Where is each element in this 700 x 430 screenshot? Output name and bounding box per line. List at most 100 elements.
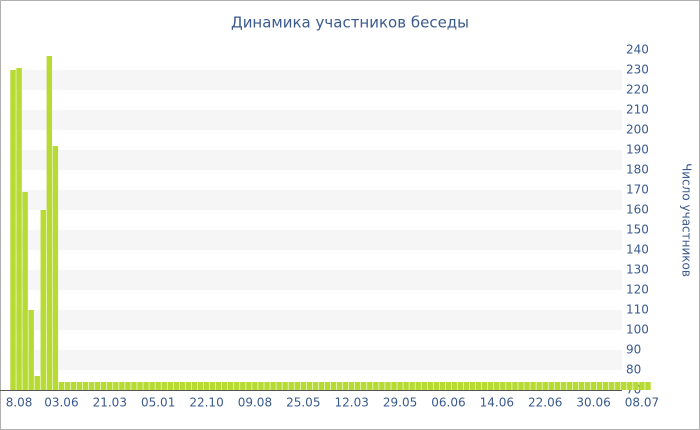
bar: [312, 382, 319, 390]
bar: [633, 382, 639, 390]
bar: [300, 382, 307, 390]
bar: [240, 382, 246, 390]
bar: [566, 382, 573, 390]
bar: [318, 382, 325, 390]
bar: [10, 70, 16, 390]
bar: [445, 382, 452, 390]
bar: [330, 382, 337, 390]
bar: [167, 382, 173, 390]
bar: [82, 382, 89, 390]
bar: [336, 382, 343, 390]
bar: [161, 382, 167, 390]
bar: [234, 382, 240, 390]
x-tick-label: 25.05: [286, 396, 320, 410]
bar: [385, 382, 391, 390]
bar: [433, 382, 440, 390]
bar: [590, 382, 597, 390]
bar: [342, 382, 349, 390]
bar: [548, 382, 554, 390]
x-tick-label: 29.05: [383, 396, 417, 410]
y-tick-label: 150: [626, 223, 649, 237]
bar: [481, 382, 488, 390]
bar: [209, 382, 216, 390]
y-tick-label: 190: [626, 143, 649, 157]
bar: [427, 382, 433, 390]
y-tick-label: 140: [626, 243, 649, 257]
x-tick-label: 14.06: [480, 396, 514, 410]
bar: [324, 382, 331, 390]
bar: [149, 382, 155, 390]
bar: [584, 382, 591, 390]
bar: [469, 382, 476, 390]
bar: [101, 382, 107, 390]
x-tick-label: 22.06: [528, 396, 562, 410]
bar: [506, 382, 512, 390]
bar: [137, 382, 143, 390]
grid-band: [10, 310, 622, 330]
bar: [58, 382, 65, 390]
bar: [155, 382, 161, 390]
bar: [627, 382, 633, 390]
bar: [264, 382, 270, 390]
bar: [475, 382, 482, 390]
y-tick-label: 110: [626, 303, 649, 317]
bar: [306, 382, 313, 390]
bar: [107, 382, 113, 390]
bar: [348, 382, 355, 390]
x-tick-label: 06.06: [431, 396, 465, 410]
bar: [439, 382, 446, 390]
bar: [282, 382, 288, 390]
bar: [191, 382, 198, 390]
bar: [645, 382, 651, 390]
bar: [554, 382, 560, 390]
bar: [22, 192, 28, 390]
x-tick-label: 05.01: [141, 396, 175, 410]
bar: [179, 382, 186, 390]
bar: [494, 382, 500, 390]
bar: [602, 382, 609, 390]
grid-band: [10, 350, 622, 370]
bar: [421, 382, 427, 390]
bar: [288, 382, 294, 390]
bar: [373, 382, 379, 390]
bar: [361, 382, 367, 390]
y-tick-label: 90: [626, 343, 641, 357]
bar: [40, 210, 46, 390]
chart-title: Динамика участников беседы: [231, 14, 469, 32]
bar: [500, 382, 506, 390]
bar: [215, 382, 222, 390]
bar: [512, 382, 518, 390]
bar: [457, 382, 464, 390]
bar: [143, 382, 149, 390]
y-tick-label: 240: [626, 43, 649, 57]
bar: [52, 146, 59, 390]
bar: [596, 382, 603, 390]
bar: [560, 382, 567, 390]
bar: [397, 382, 403, 390]
bar: [578, 382, 585, 390]
bar: [463, 382, 470, 390]
x-tick-label: 21.03: [93, 396, 127, 410]
y-tick-label: 80: [626, 363, 641, 377]
x-tick-label: 8.08: [6, 396, 33, 410]
bar: [46, 56, 53, 390]
bar: [131, 382, 137, 390]
bar: [70, 382, 77, 390]
x-tick-label: 09.08: [238, 396, 272, 410]
y-tick-label: 180: [626, 163, 649, 177]
bar: [518, 382, 524, 390]
bar: [415, 382, 421, 390]
x-tick-label: 03.06: [44, 396, 78, 410]
bar: [28, 310, 34, 390]
y-tick-label: 120: [626, 283, 649, 297]
bar: [64, 382, 71, 390]
bar: [125, 382, 131, 390]
x-tick-label: 08.07: [625, 396, 659, 410]
grid-band: [10, 230, 622, 250]
bar: [252, 382, 258, 390]
bar: [542, 382, 548, 390]
bar: [294, 382, 300, 390]
bar: [221, 382, 228, 390]
bar: [608, 382, 615, 390]
